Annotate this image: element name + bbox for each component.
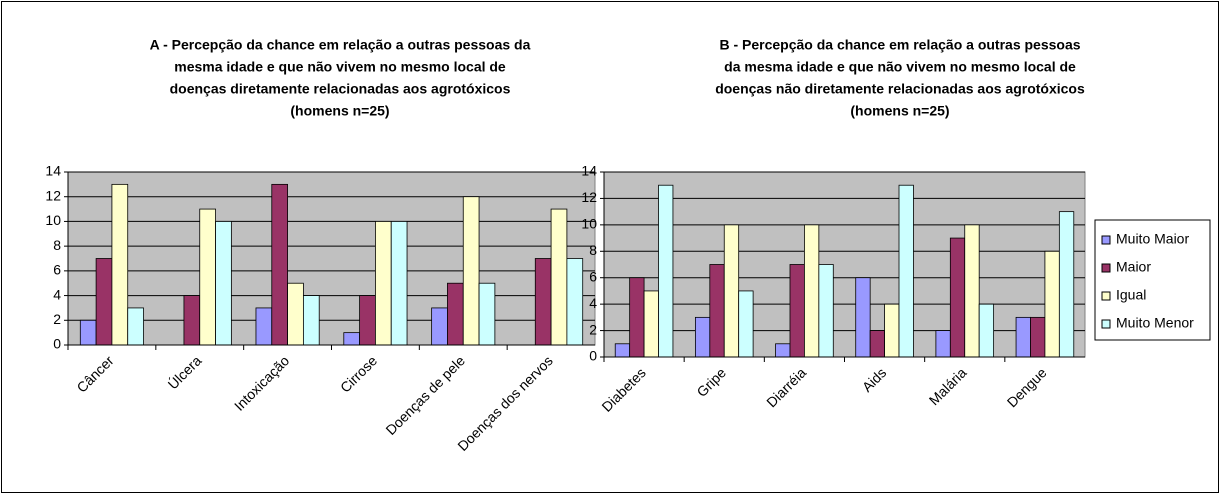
chart-title: B - Percepção da chance em relação a out… <box>719 37 1080 53</box>
bar <box>935 330 951 358</box>
legend-label: Igual <box>1116 287 1146 303</box>
bar <box>431 307 448 346</box>
bar <box>949 237 966 358</box>
bar <box>390 221 408 346</box>
bar <box>964 224 980 358</box>
bar <box>302 295 320 346</box>
bar <box>183 295 201 346</box>
bar <box>343 332 361 346</box>
legend-swatch <box>1101 319 1111 329</box>
bar <box>775 343 791 358</box>
chart-title: mesma idade e que não vivem no mesmo loc… <box>174 59 506 75</box>
y-tick-label: 0 <box>53 336 61 352</box>
bar <box>566 258 584 346</box>
bar <box>898 184 914 358</box>
chart-title: doenças diretamente relacionadas aos agr… <box>170 81 511 97</box>
bar <box>658 184 674 358</box>
bar <box>271 183 288 346</box>
bar <box>255 307 273 346</box>
legend-box <box>1094 219 1211 341</box>
y-tick-label: 14 <box>581 163 597 179</box>
bar <box>215 221 232 346</box>
legend-label: Muito Menor <box>1116 315 1194 331</box>
y-tick-label: 12 <box>45 187 61 203</box>
bar <box>447 282 464 346</box>
y-tick-label: 10 <box>45 212 61 228</box>
bar <box>375 221 392 346</box>
y-tick-label: 10 <box>581 216 597 232</box>
legend-swatch <box>1101 235 1111 245</box>
y-tick-label: 4 <box>53 286 61 302</box>
bar <box>855 277 871 358</box>
bar <box>359 295 376 346</box>
bar <box>884 303 900 358</box>
plot-area <box>67 171 596 346</box>
bar <box>1044 250 1060 358</box>
bar <box>818 264 834 358</box>
bar <box>709 264 725 358</box>
legend-swatch <box>1101 291 1111 301</box>
plot-area <box>603 171 1086 358</box>
bar <box>804 224 820 358</box>
bar <box>978 303 995 358</box>
bar <box>723 224 740 358</box>
bar <box>738 290 754 358</box>
bar <box>869 330 885 358</box>
bar <box>1058 211 1075 358</box>
bar <box>614 343 631 358</box>
legend-label: Maior <box>1116 259 1151 275</box>
bar <box>550 208 568 346</box>
y-tick-label: 6 <box>53 262 61 278</box>
bar <box>629 277 645 358</box>
chart-title: A - Percepção da chance em relação a out… <box>150 37 531 53</box>
y-tick-label: 4 <box>589 295 597 311</box>
bar <box>79 319 97 346</box>
y-tick-label: 14 <box>45 163 61 179</box>
y-tick-label: 8 <box>589 242 597 258</box>
chart-title: (homens n=25) <box>850 103 949 119</box>
y-tick-label: 8 <box>53 237 61 253</box>
bar <box>1015 316 1031 358</box>
bar <box>95 258 113 346</box>
legend-swatch <box>1101 263 1111 273</box>
bar <box>534 258 552 346</box>
y-tick-label: 6 <box>589 268 597 284</box>
bar <box>789 264 805 358</box>
chart-title: (homens n=25) <box>290 103 389 119</box>
bar <box>199 208 216 346</box>
y-tick-label: 2 <box>53 311 61 327</box>
bar <box>1030 316 1046 358</box>
bar <box>462 196 480 346</box>
y-tick-label: 2 <box>589 321 597 337</box>
bar <box>127 307 144 346</box>
bar <box>694 316 711 358</box>
y-tick-label: 0 <box>589 348 597 364</box>
bar <box>111 183 129 346</box>
chart-title: da mesma idade e que não vivem no mesmo … <box>724 59 1076 75</box>
bar <box>478 282 496 346</box>
y-tick-label: 12 <box>581 189 597 205</box>
chart-title: doenças não diretamente relacionadas aos… <box>715 81 1085 97</box>
bar <box>643 290 659 358</box>
legend-label: Muito Maior <box>1116 231 1189 247</box>
bar <box>287 282 304 346</box>
